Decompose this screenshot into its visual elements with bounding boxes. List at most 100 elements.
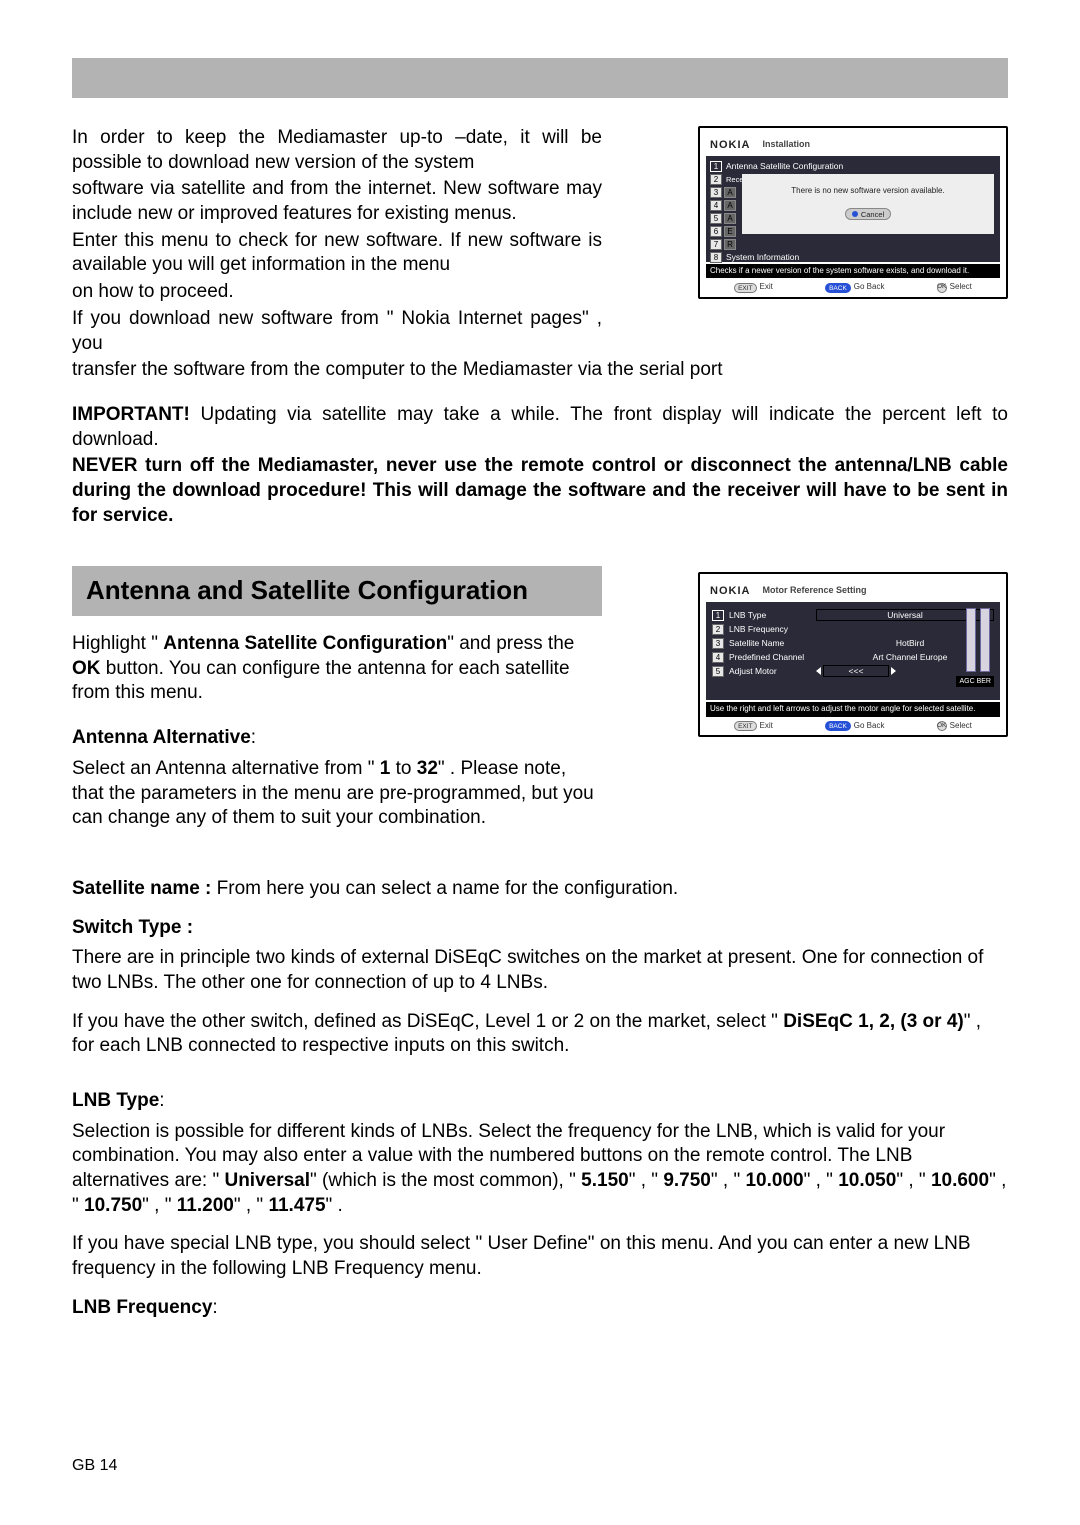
tv1-title: Installation [762, 139, 810, 151]
lnb-10000: 10.000 [745, 1170, 803, 1191]
tv1-popup: There is no new software version availab… [742, 174, 994, 234]
tv1-item-6: E [724, 226, 736, 237]
tv2-v5: <<< [823, 665, 889, 677]
lnb-s6: " , " [142, 1195, 177, 1216]
tv2-l3: Satellite Name [727, 638, 813, 649]
lnb-s7: " , " [234, 1195, 269, 1216]
tv2-back-button[interactable]: BACKGo Back [825, 721, 884, 731]
lnb-univ: Universal [224, 1170, 310, 1191]
lnbfreq-colon: : [212, 1297, 217, 1318]
tv1-num-5: 5 [710, 213, 722, 224]
page-footer: GB 14 [72, 1456, 117, 1477]
lnbfreq-heading: LNB Frequency: [72, 1296, 1008, 1321]
tv1-item-4: A [724, 200, 736, 211]
tv1-select-button[interactable]: OKSelect [937, 282, 972, 292]
tv2-l1: LNB Type [727, 610, 813, 621]
lnb-end: " . [326, 1195, 343, 1216]
lnb-5150: 5.150 [581, 1170, 629, 1191]
tv1-cancel-button[interactable]: Cancel [845, 208, 891, 220]
tv1-back-button[interactable]: BACKGo Back [825, 282, 884, 292]
switch-p2a: If you have the other switch, defined as… [72, 1011, 783, 1032]
never-warning: NEVER turn off the Mediamaster, never us… [72, 454, 1008, 528]
tv-screenshot-motor: NOKIA Motor Reference Setting 1LNB TypeU… [698, 572, 1008, 737]
cfg-intro: Highlight " Antenna Satellite Configurat… [72, 632, 602, 706]
tv2-agc-label: AGC BER [956, 676, 994, 687]
antalt-b: 1 [380, 758, 391, 779]
lnbfreq-h: LNB Frequency [72, 1297, 212, 1318]
tv2-l5: Adjust Motor [727, 666, 813, 677]
tv1-hint: Checks if a newer version of the system … [706, 264, 1000, 278]
intro-p1: In order to keep the Mediamaster up-to –… [72, 126, 602, 175]
tv1-popup-msg: There is no new software version availab… [748, 186, 988, 196]
tv1-exit-button[interactable]: EXITExit [734, 282, 773, 292]
tv2-title: Motor Reference Setting [762, 585, 866, 597]
tv-screenshot-installation: NOKIA Installation 1Antenna Satellite Co… [698, 126, 1008, 299]
antalt-a: Select an Antenna alternative from " [72, 758, 380, 779]
switch-p2b: DiSEqC 1, 2, (3 or 4) [783, 1011, 964, 1032]
lnb-10750: 10.750 [84, 1195, 142, 1216]
tv1-item-1: Antenna Satellite Configuration [724, 161, 843, 172]
cfg-t2: Antenna Satellite Configuration [163, 633, 447, 654]
lnb-11200: 11.200 [177, 1195, 234, 1216]
select-label: Select [950, 721, 972, 731]
lnbtype-p2: If you have special LNB type, you should… [72, 1232, 1008, 1281]
right-arrow-icon [891, 667, 896, 675]
lnb-b: " (which is the most common), " [310, 1170, 581, 1191]
left-arrow-icon [816, 667, 821, 675]
antalt-colon: : [251, 727, 256, 748]
tv2-l2: LNB Frequency [727, 624, 813, 635]
switch-p1: There are in principle two kinds of exte… [72, 946, 1008, 995]
tv2-n2: 2 [712, 624, 724, 635]
lnbtype-heading: LNB Type: [72, 1089, 1008, 1114]
intro-block: In order to keep the Mediamaster up-to –… [72, 126, 602, 356]
tv1-bottom-bar: EXITExit BACKGo Back OKSelect [706, 278, 1000, 294]
never-text: NEVER turn off the Mediamaster, never us… [72, 455, 1008, 525]
lnb-10050: 10.050 [838, 1170, 896, 1191]
exit-key-icon: EXIT [734, 721, 756, 731]
tv1-item-5: A [724, 213, 736, 224]
tv2-exit-button[interactable]: EXIT Exit [734, 721, 773, 731]
tv1-brand: NOKIA [710, 138, 750, 152]
back-label: Go Back [854, 721, 885, 731]
lnb-s3: " , " [804, 1170, 839, 1191]
antalt-h-text: Antenna Alternative [72, 727, 251, 748]
tv1-item-3: A [724, 187, 736, 198]
switch-h: Switch Type : [72, 917, 193, 938]
antalt-p: Select an Antenna alternative from " 1 t… [72, 757, 602, 831]
tv1-item-7: R [724, 239, 736, 250]
exit-label: Exit [760, 721, 773, 731]
back-key-icon: BACK [825, 721, 851, 731]
tv2-signal-bars [966, 608, 994, 672]
switch-p2: If you have the other switch, defined as… [72, 1010, 1008, 1059]
tv1-cancel-label: Cancel [861, 210, 884, 220]
back-key-icon: BACK [825, 283, 851, 293]
cfg-t5: button. You can configure the antenna fo… [72, 658, 570, 704]
ok-key-icon: OK [937, 721, 947, 731]
cfg-t4: OK [72, 658, 101, 679]
lnb-s2: " , " [711, 1170, 746, 1191]
tv2-n5: 5 [712, 666, 724, 677]
tv2-bottom-bar: EXIT Exit BACKGo Back OKSelect [706, 717, 1000, 733]
top-header-bar [72, 58, 1008, 98]
cfg-t1: Highlight " [72, 633, 163, 654]
intro-p6: transfer the software from the computer … [72, 358, 1008, 383]
satname-p: From here you can select a name for the … [211, 878, 678, 899]
important-p: IMPORTANT! Updating via satellite may ta… [72, 403, 1008, 452]
tv2-n1: 1 [712, 610, 724, 621]
satname-line: Satellite name : From here you can selec… [72, 877, 1008, 902]
tv1-num-6: 6 [710, 226, 722, 237]
important-label: IMPORTANT! [72, 404, 190, 425]
intro-p2: software via satellite and from the inte… [72, 177, 602, 226]
tv1-num-1: 1 [710, 161, 722, 172]
antalt-heading: Antenna Alternative: [72, 726, 602, 751]
tv1-num-8: 8 [710, 252, 722, 263]
lnb-9750: 9.750 [663, 1170, 711, 1191]
lnb-11475: 11.475 [268, 1195, 325, 1216]
lnbtype-p1: Selection is possible for different kind… [72, 1120, 1008, 1219]
important-text: Updating via satellite may take a while.… [72, 404, 1008, 450]
intro-p5: If you download new software from " Noki… [72, 307, 602, 356]
tv2-brand: NOKIA [710, 584, 750, 598]
intro-p3: Enter this menu to check for new softwar… [72, 229, 602, 278]
tv2-n4: 4 [712, 652, 724, 663]
tv2-select-button[interactable]: OKSelect [937, 721, 972, 731]
